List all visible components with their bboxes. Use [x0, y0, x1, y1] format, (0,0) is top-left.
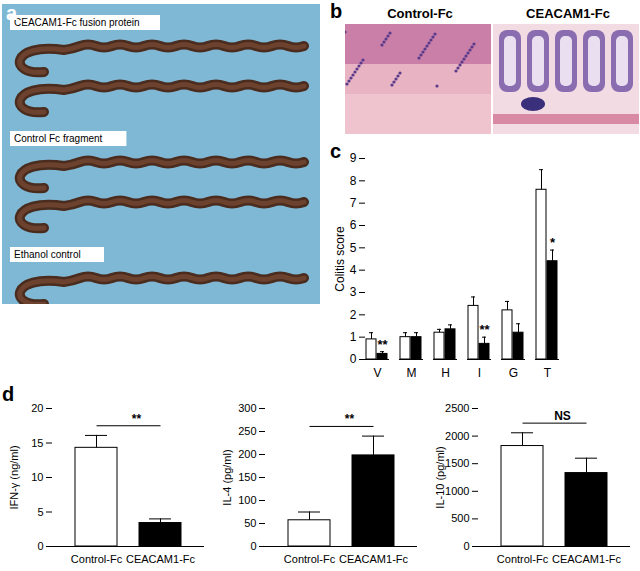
- svg-text:0: 0: [37, 540, 43, 552]
- svg-text:9: 9: [350, 151, 357, 165]
- svg-text:IFN-γ (ng/ml): IFN-γ (ng/ml): [8, 445, 20, 509]
- svg-text:250: 250: [238, 425, 256, 437]
- svg-text:Control-Fc: Control-Fc: [284, 553, 336, 565]
- svg-text:2: 2: [350, 308, 357, 322]
- svg-text:15: 15: [31, 437, 43, 449]
- svg-text:H: H: [441, 366, 450, 380]
- svg-text:5: 5: [350, 241, 357, 255]
- svg-text:CEACAM1-Fc fusion protein: CEACAM1-Fc fusion protein: [14, 17, 140, 28]
- svg-text:IL-10 (pg/ml): IL-10 (pg/ml): [434, 446, 446, 508]
- svg-text:M: M: [407, 366, 417, 380]
- svg-text:2000: 2000: [445, 430, 469, 442]
- svg-text:10: 10: [31, 471, 43, 483]
- svg-text:G: G: [509, 366, 518, 380]
- svg-text:Control-Fc: Control-Fc: [71, 553, 123, 565]
- svg-text:0: 0: [350, 352, 357, 366]
- svg-text:**: **: [377, 337, 388, 352]
- svg-text:Colitis score: Colitis score: [333, 226, 347, 292]
- svg-text:1000: 1000: [445, 485, 469, 497]
- svg-text:8: 8: [350, 174, 357, 188]
- html-text:b: b: [330, 0, 343, 22]
- svg-text:2500: 2500: [445, 402, 469, 414]
- svg-text:*: *: [550, 235, 556, 250]
- svg-text:7: 7: [350, 196, 357, 210]
- svg-text:T: T: [544, 366, 552, 380]
- svg-text:CEACAM1-Fc: CEACAM1-Fc: [339, 553, 409, 565]
- svg-text:5: 5: [37, 506, 43, 518]
- html-text:d: d: [2, 383, 15, 405]
- svg-text:CEACAM1-Fc: CEACAM1-Fc: [552, 553, 622, 565]
- svg-text:0: 0: [250, 540, 256, 552]
- svg-text:1: 1: [350, 330, 357, 344]
- svg-text:Ethanol control: Ethanol control: [14, 249, 81, 260]
- svg-text:300: 300: [238, 402, 256, 414]
- svg-text:50: 50: [244, 517, 256, 529]
- svg-text:20: 20: [31, 402, 43, 414]
- svg-text:Control-Fc: Control-Fc: [497, 553, 549, 565]
- svg-text:150: 150: [238, 471, 256, 483]
- svg-text:3: 3: [350, 285, 357, 299]
- svg-text:**: **: [479, 322, 490, 337]
- svg-text:200: 200: [238, 448, 256, 460]
- html-text:CEACAM1-Fc: CEACAM1-Fc: [526, 6, 610, 21]
- svg-text:500: 500: [451, 512, 469, 524]
- svg-text:I: I: [478, 366, 481, 380]
- svg-text:4: 4: [350, 263, 357, 277]
- svg-text:0: 0: [463, 540, 469, 552]
- svg-text:Control Fc fragment: Control Fc fragment: [14, 133, 103, 144]
- html-text:a: a: [6, 2, 18, 24]
- svg-text:1500: 1500: [445, 457, 469, 469]
- svg-text:**: **: [132, 412, 142, 426]
- svg-text:6: 6: [350, 218, 357, 232]
- svg-text:100: 100: [238, 494, 256, 506]
- svg-text:CEACAM1-Fc: CEACAM1-Fc: [126, 553, 196, 565]
- html-text:c: c: [330, 140, 342, 162]
- svg-text:V: V: [373, 366, 381, 380]
- html-text:Control-Fc: Control-Fc: [387, 6, 453, 21]
- svg-text:NS: NS: [554, 409, 571, 423]
- svg-text:**: **: [345, 412, 355, 426]
- svg-text:IL-4 (pg/ml): IL-4 (pg/ml): [221, 449, 233, 505]
